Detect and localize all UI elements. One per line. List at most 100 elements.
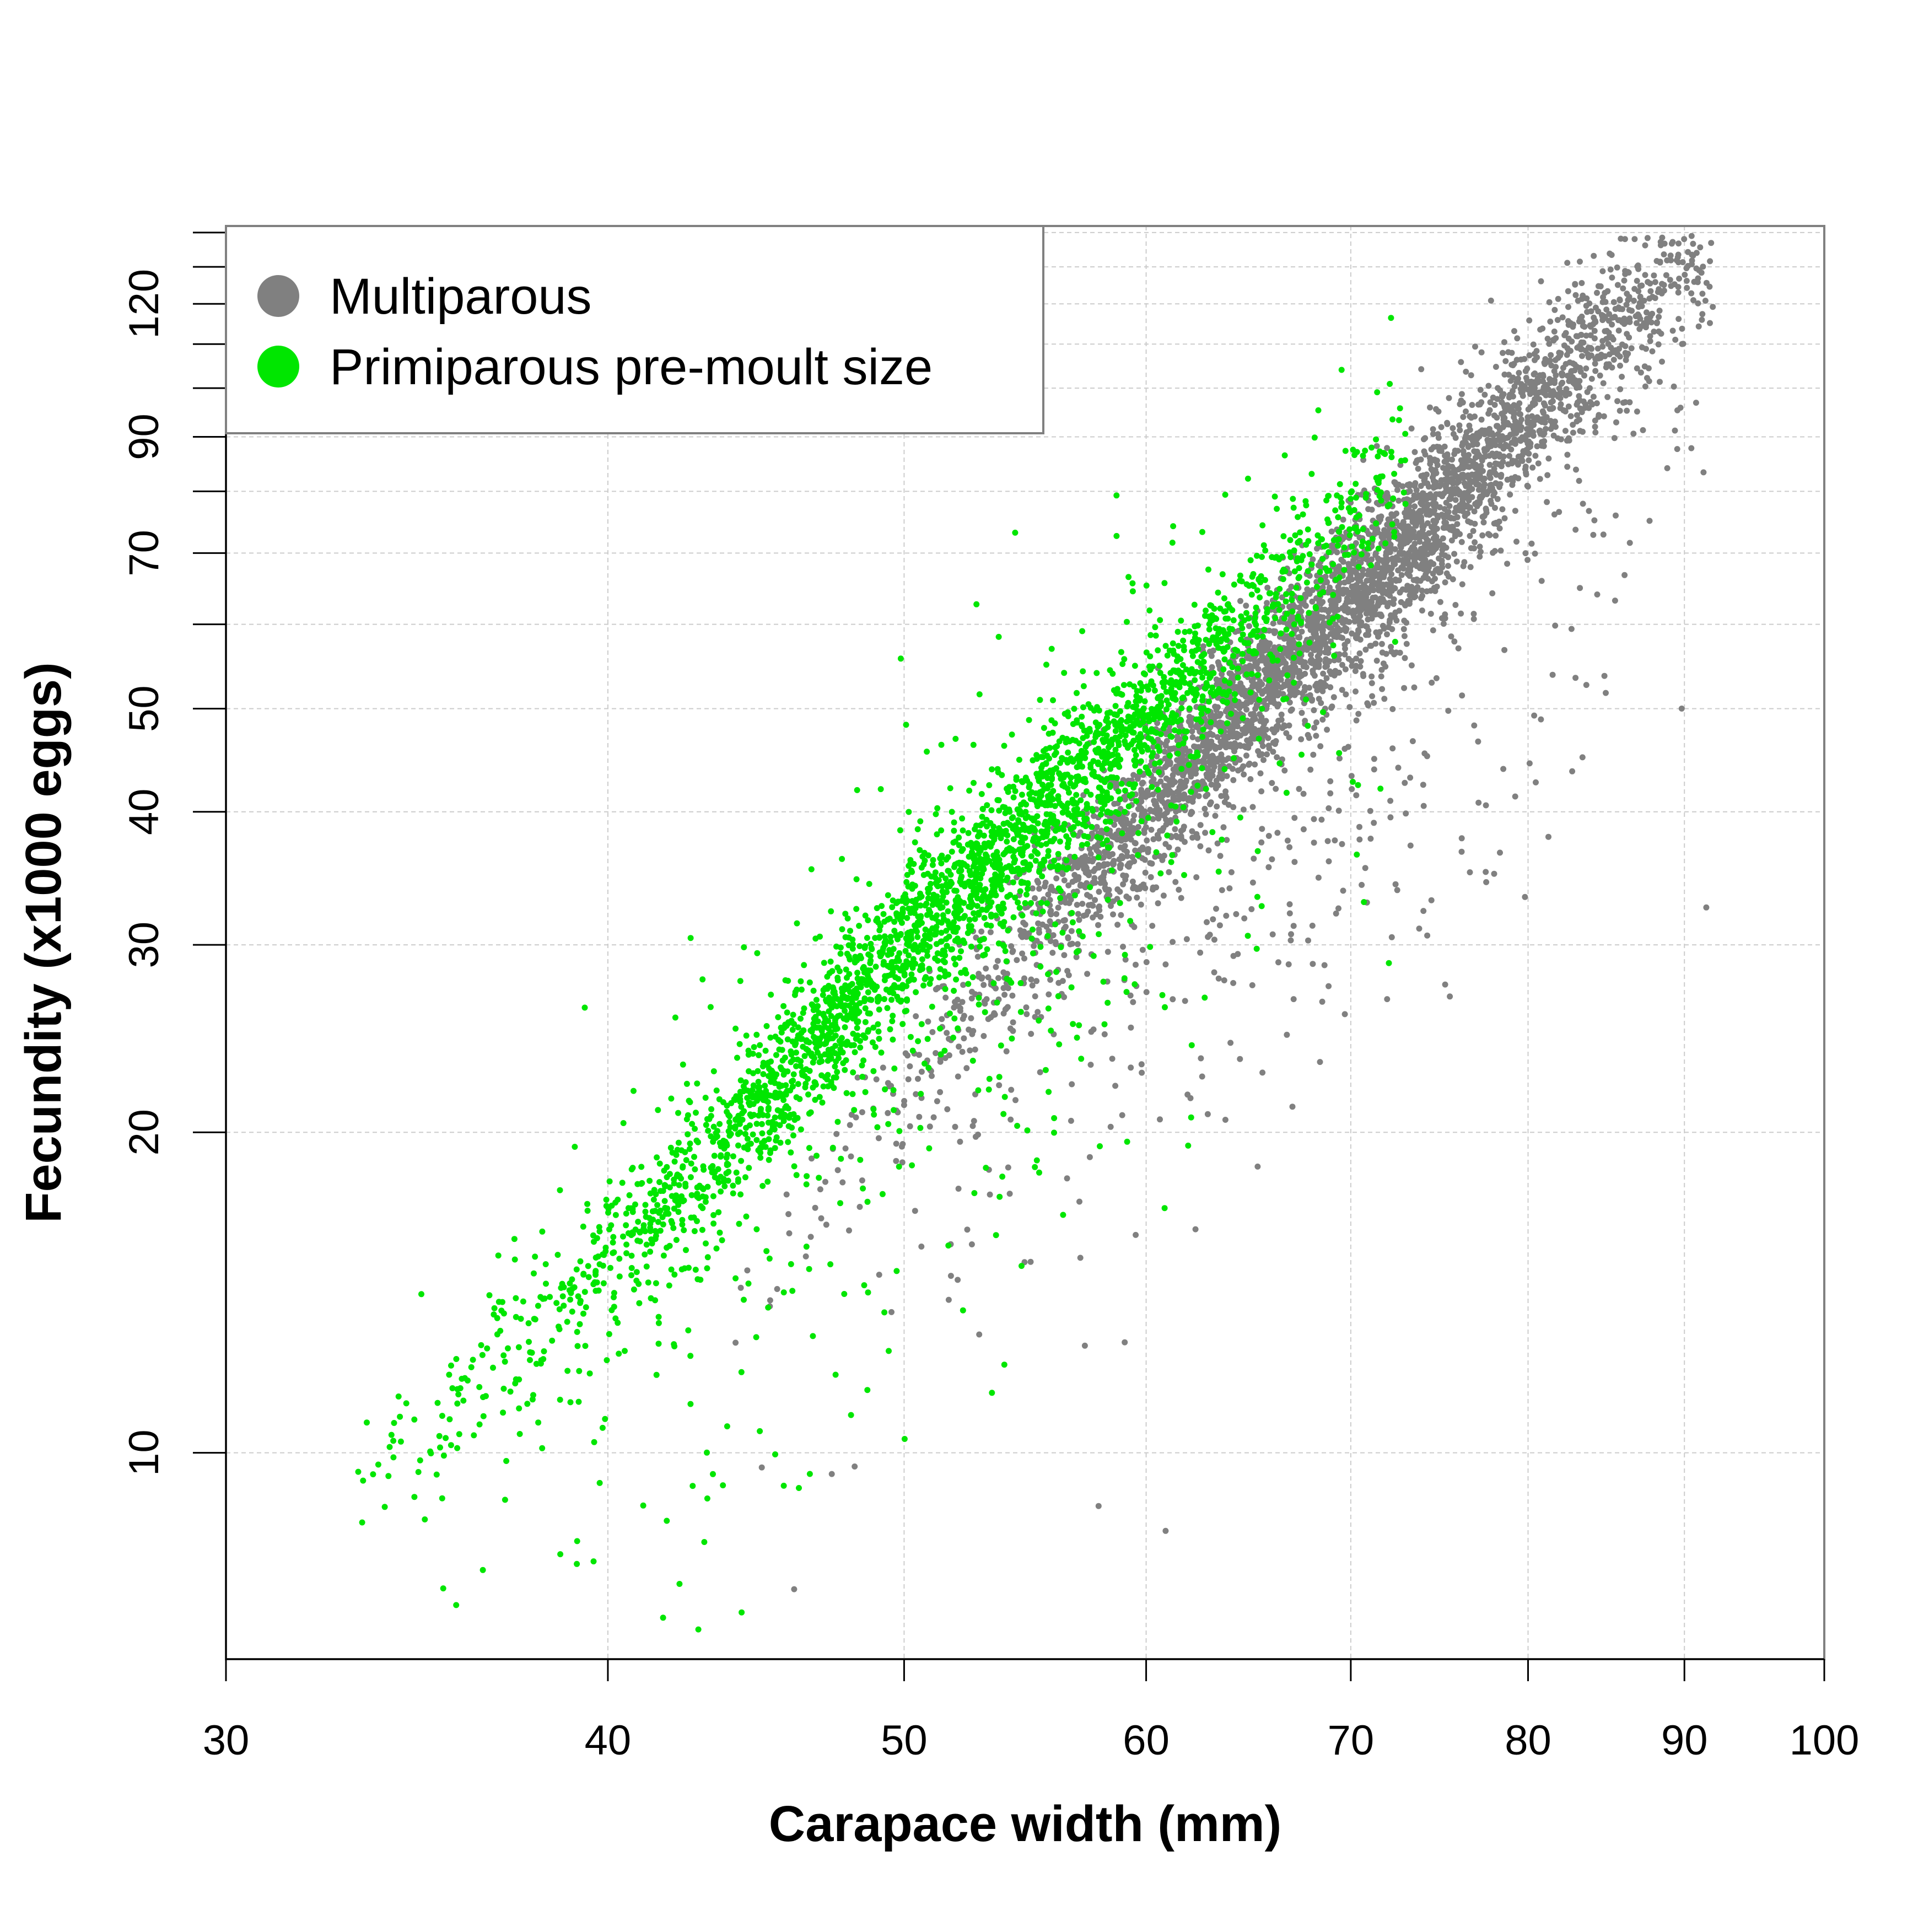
data-point [1501,339,1507,345]
data-point [1414,487,1420,493]
data-point [1047,977,1053,983]
data-point [955,997,961,1003]
data-point [1511,411,1517,417]
data-point [1226,885,1232,891]
data-point [983,966,989,972]
data-point [1500,766,1506,772]
data-point [1601,380,1607,386]
data-point [1274,754,1280,760]
data-point [1478,495,1484,501]
data-point [1637,283,1644,289]
data-point [1505,349,1511,355]
data-point [1379,686,1385,692]
data-point [791,1072,797,1078]
data-point [1147,807,1153,813]
data-point [1551,378,1558,384]
data-point [1496,484,1502,490]
data-point [1586,508,1592,514]
data-point [1096,889,1102,895]
data-point [838,1156,844,1162]
data-point [1159,827,1165,833]
data-point [1408,843,1414,849]
data-point [1178,758,1184,765]
data-point [1560,314,1566,320]
data-point [1626,270,1632,276]
data-point [1654,320,1660,326]
data-point [1190,795,1196,801]
data-point [1336,563,1342,569]
data-point [1378,674,1384,680]
data-point [1408,535,1414,541]
data-point [1597,373,1603,379]
data-point [881,911,887,917]
data-point [1036,927,1042,933]
data-point [1411,685,1418,691]
data-point [1241,806,1247,812]
data-point [1217,739,1224,745]
data-point [759,1465,765,1471]
data-point [1270,667,1276,673]
data-point [1143,870,1149,876]
data-point [893,1158,899,1164]
data-point [1577,315,1583,321]
data-point [1472,539,1478,545]
data-point [1498,547,1504,553]
data-point [1300,690,1306,696]
data-point [1351,595,1357,601]
data-point [1572,675,1578,681]
data-point [1008,1087,1014,1093]
data-point [1284,627,1290,633]
data-point [1483,879,1489,885]
data-point [1125,820,1131,826]
data-point [1074,690,1080,696]
data-point [1434,470,1440,476]
data-point [1481,481,1488,487]
data-point [1650,348,1656,354]
data-point [1679,326,1685,332]
data-point [1523,470,1529,476]
data-point [1167,761,1173,767]
data-point [798,978,804,984]
data-point [1485,531,1491,537]
data-point [732,1026,739,1032]
data-point [1469,402,1475,408]
data-point [811,988,817,994]
data-point [1574,333,1580,339]
data-point [1494,396,1500,402]
data-point [1376,546,1382,552]
data-point [1036,1170,1042,1176]
data-point [1135,776,1141,782]
data-point [1436,448,1442,454]
data-point [1609,364,1615,370]
data-point [1394,487,1400,493]
data-point [835,1167,841,1173]
data-point [1617,297,1623,303]
data-point [1472,343,1478,349]
data-point [1073,877,1079,883]
data-point [1074,1035,1080,1041]
data-point [1454,521,1460,527]
data-point [1251,711,1257,717]
data-point [1069,928,1075,934]
data-point [1407,488,1413,494]
data-point [1063,924,1069,930]
data-point [1163,643,1169,649]
data-point [1023,1011,1030,1017]
data-point [1179,785,1185,792]
data-point [969,1031,975,1037]
data-point [1367,808,1373,814]
data-point [1395,765,1402,771]
data-point [1287,901,1293,907]
data-point [1437,599,1443,605]
data-point [1378,584,1384,590]
data-point [1374,658,1380,664]
data-point [1305,938,1311,944]
data-point [1188,769,1194,775]
data-point [1248,699,1254,705]
data-point [1017,905,1023,911]
data-point [1264,585,1270,591]
data-point [1442,982,1448,988]
data-point [1317,743,1323,749]
data-point [724,1423,730,1429]
data-point [1074,902,1080,908]
